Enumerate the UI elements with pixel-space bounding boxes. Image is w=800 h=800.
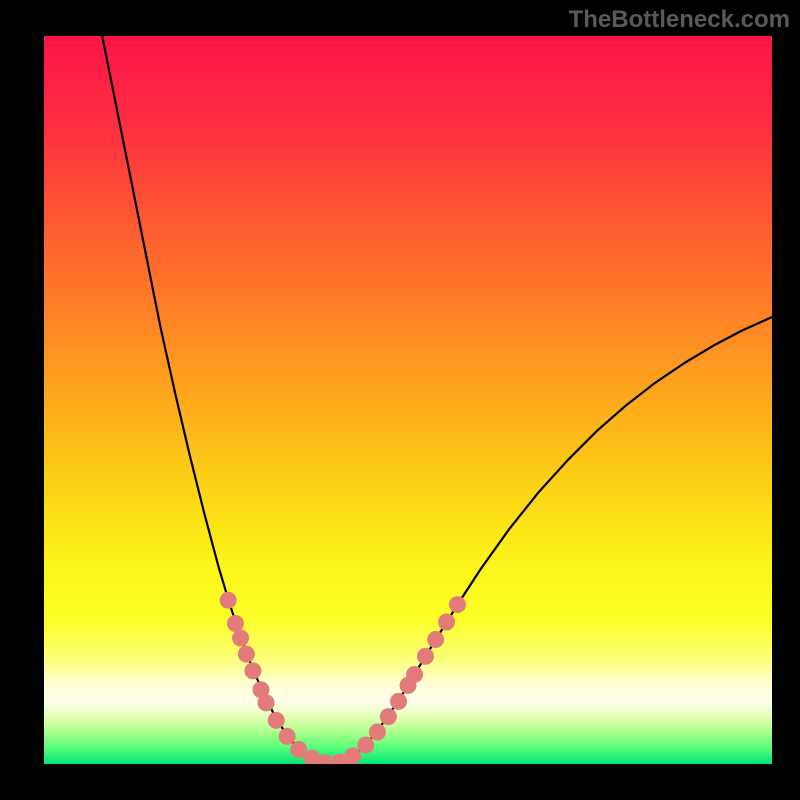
attribution-label: TheBottleneck.com bbox=[569, 6, 790, 34]
bottleneck-curve-chart bbox=[44, 36, 772, 764]
chart-container bbox=[44, 36, 772, 764]
